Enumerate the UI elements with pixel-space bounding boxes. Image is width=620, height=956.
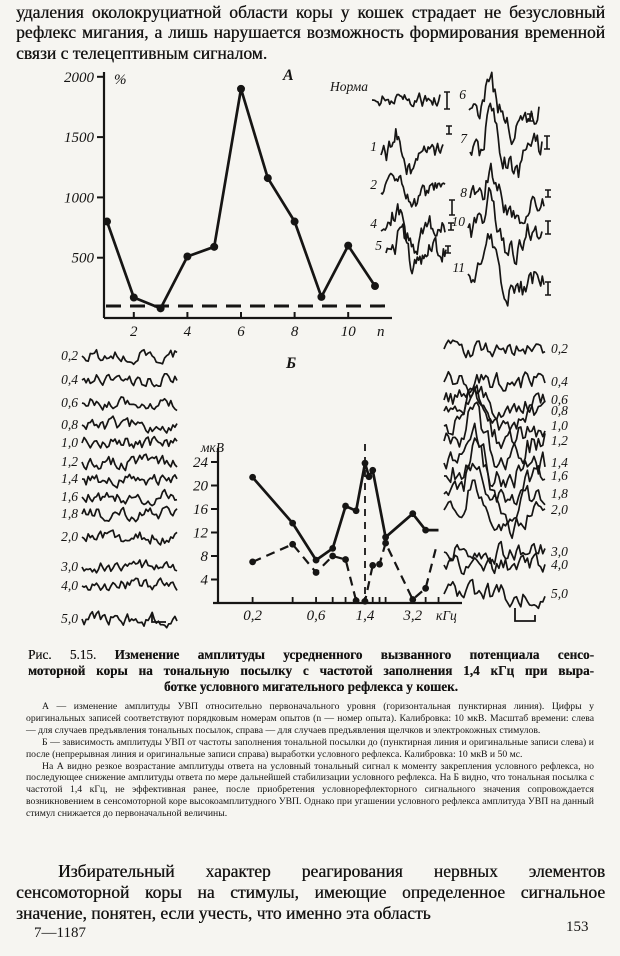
body-paragraph: Избирательный характер реагирования нерв… — [16, 861, 605, 924]
svg-text:4: 4 — [201, 573, 209, 589]
svg-text:10: 10 — [341, 324, 357, 340]
svg-text:1000: 1000 — [64, 190, 95, 206]
svg-text:2: 2 — [370, 177, 377, 192]
svg-text:1,4: 1,4 — [356, 608, 375, 624]
svg-text:1,8: 1,8 — [551, 486, 568, 501]
svg-text:4,0: 4,0 — [61, 578, 78, 593]
svg-text:1,4: 1,4 — [61, 471, 78, 486]
svg-text:0,6: 0,6 — [307, 608, 326, 624]
chart-b-traces: 0,20,40,60,81,01,21,41,61,82,03,04,05,00… — [60, 339, 568, 629]
svg-text:3,0: 3,0 — [550, 544, 568, 559]
svg-text:%: % — [114, 72, 127, 88]
svg-text:1,2: 1,2 — [61, 454, 78, 469]
caption-text-1: Изменение амплитуды усредненного вызванн… — [114, 647, 595, 662]
svg-text:8: 8 — [291, 324, 299, 340]
page-number: 153 — [566, 919, 589, 935]
top-paragraph: удаления околокруциатной области коры у … — [16, 2, 605, 63]
figure-notes: А — изменение амплитуды УВП относительно… — [26, 701, 594, 820]
note-panel-b: Б — зависимость амплитуды УВП от частоты… — [26, 736, 594, 760]
svg-text:8: 8 — [201, 549, 209, 565]
svg-text:А: А — [282, 67, 294, 84]
figure-caption: Рис. 5.15. Изменение амплитуды усредненн… — [28, 647, 594, 696]
svg-text:0,6: 0,6 — [61, 395, 78, 410]
note-panel-a: А — изменение амплитуды УВП относительно… — [26, 701, 594, 736]
svg-text:20: 20 — [193, 479, 209, 495]
svg-text:500: 500 — [72, 251, 95, 267]
note-discussion: На А видно резкое возрастание амплитуды … — [26, 760, 594, 820]
svg-text:8: 8 — [460, 185, 467, 200]
chart-a-traces: Норма 1 2 4 5 6 7 8 10 11 — [329, 71, 551, 307]
svg-text:кГц: кГц — [436, 608, 457, 623]
caption-line-1: Рис. 5.15. Изменение амплитуды усредненн… — [28, 647, 594, 663]
svg-text:6: 6 — [237, 324, 245, 340]
svg-text:10: 10 — [452, 214, 466, 229]
svg-text:1,0: 1,0 — [61, 435, 78, 450]
svg-text:2,0: 2,0 — [61, 529, 78, 544]
svg-text:4,0: 4,0 — [551, 557, 568, 572]
svg-text:5,0: 5,0 — [61, 611, 78, 626]
caption-figure-number: Рис. 5.15. — [28, 647, 97, 662]
svg-text:0,6: 0,6 — [551, 392, 568, 407]
svg-text:3,0: 3,0 — [60, 559, 78, 574]
svg-text:2,0: 2,0 — [551, 502, 568, 517]
svg-text:0,4: 0,4 — [61, 372, 78, 387]
svg-text:7: 7 — [460, 131, 468, 146]
svg-text:Норма: Норма — [329, 79, 368, 94]
svg-text:1,6: 1,6 — [551, 468, 568, 483]
svg-text:1500: 1500 — [64, 130, 95, 146]
svg-text:0,4: 0,4 — [551, 374, 568, 389]
svg-text:4: 4 — [184, 324, 192, 340]
svg-text:n: n — [377, 324, 385, 340]
svg-text:0,8: 0,8 — [61, 417, 78, 432]
svg-text:Б: Б — [285, 355, 296, 372]
svg-text:24: 24 — [193, 455, 209, 471]
svg-text:5: 5 — [375, 238, 382, 253]
svg-text:12: 12 — [193, 526, 209, 542]
svg-text:1,0: 1,0 — [551, 418, 568, 433]
svg-text:11: 11 — [453, 260, 466, 275]
svg-text:16: 16 — [193, 502, 209, 518]
caption-line-2: моторной коры на тональную посылку с час… — [28, 663, 594, 679]
svg-text:0,2: 0,2 — [551, 341, 568, 356]
chart-a: 500 1000 1500 2000 % 2 4 6 8 10 n А — [64, 67, 392, 340]
svg-text:1,2: 1,2 — [551, 433, 568, 448]
svg-text:5,0: 5,0 — [551, 586, 568, 601]
svg-text:2000: 2000 — [64, 70, 95, 86]
chart-b-series-dashed — [252, 542, 438, 603]
svg-text:4: 4 — [370, 216, 377, 231]
svg-text:6: 6 — [459, 87, 466, 102]
svg-text:мкВ: мкВ — [200, 440, 224, 455]
svg-text:1,4: 1,4 — [551, 455, 568, 470]
svg-text:1,8: 1,8 — [61, 506, 78, 521]
print-code: 7—1187 — [34, 925, 86, 941]
svg-text:1: 1 — [370, 139, 377, 154]
svg-text:0,2: 0,2 — [243, 608, 262, 624]
svg-text:0,8: 0,8 — [551, 403, 568, 418]
caption-line-3: ботке условного мигательного рефлекса у … — [164, 679, 458, 695]
svg-text:2: 2 — [130, 324, 138, 340]
svg-text:1,6: 1,6 — [61, 489, 78, 504]
svg-text:3,2: 3,2 — [402, 608, 422, 624]
svg-text:0,2: 0,2 — [61, 348, 78, 363]
